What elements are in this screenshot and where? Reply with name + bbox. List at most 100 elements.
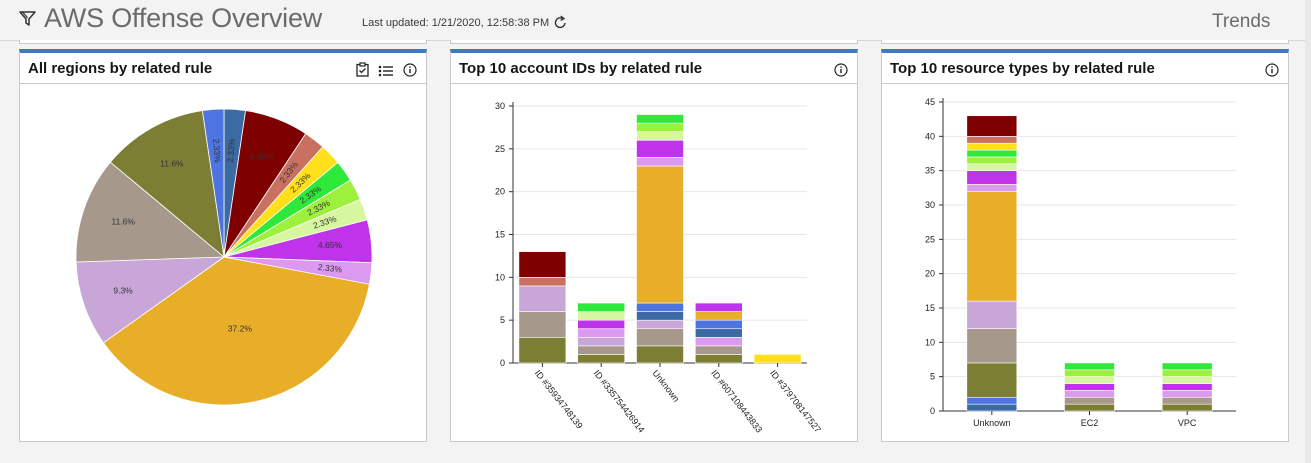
bar-segment[interactable] (636, 328, 684, 347)
pie-slice[interactable] (102, 256, 370, 406)
panel-title: All regions by related rule (28, 60, 213, 77)
bar-segment[interactable] (695, 319, 743, 330)
bar-segment[interactable] (577, 345, 625, 355)
panel-title: Top 10 account IDs by related rule (459, 60, 703, 77)
bar-segment[interactable] (1161, 362, 1213, 371)
bar-segment[interactable] (1064, 362, 1115, 371)
account-ids-panel: Top 10 account IDs by related rule 0 5 10 1… (450, 49, 858, 442)
resource-types-panel: Top 10 resource types by related rule 0 5… (881, 49, 1289, 442)
bar-segment[interactable] (577, 311, 625, 321)
bar-segment[interactable] (518, 337, 567, 364)
info-icon[interactable] (1265, 63, 1279, 82)
bar-segment[interactable] (577, 302, 625, 312)
bar-segment[interactable] (966, 142, 1018, 151)
bar-segment[interactable] (636, 139, 684, 158)
bar-segment[interactable] (1064, 383, 1115, 391)
bar-segment[interactable] (518, 277, 567, 287)
bar-segment[interactable] (966, 163, 1018, 171)
bar-segment[interactable] (1161, 396, 1213, 405)
page-scrollbar[interactable] (1305, 0, 1311, 463)
bar-segment[interactable] (695, 354, 743, 364)
bar-segment[interactable] (518, 311, 567, 338)
pie-slice-label: 4.65% (318, 240, 343, 250)
last-updated-text: Last updated: 1/21/2020, 12:58:38 PM (362, 17, 550, 29)
clipboard-check-icon[interactable] (356, 62, 369, 82)
bar-segment[interactable] (966, 300, 1018, 329)
bar-segment[interactable] (636, 157, 684, 167)
bar-segment[interactable] (966, 115, 1018, 137)
refresh-icon[interactable] (553, 15, 568, 35)
info-icon[interactable] (834, 63, 848, 82)
bar-segment[interactable] (966, 170, 1018, 185)
bar-segment[interactable] (1161, 403, 1213, 412)
y-tick-label: 0 (500, 358, 505, 368)
bar-segment[interactable] (695, 337, 743, 347)
bar-segment[interactable] (636, 114, 684, 124)
filter-icon[interactable] (19, 10, 36, 32)
bar-segment[interactable] (636, 165, 684, 304)
bar-segment[interactable] (518, 251, 567, 278)
bar-segment[interactable] (636, 311, 684, 321)
bar-segment[interactable] (1064, 403, 1115, 412)
bar-segment[interactable] (695, 302, 743, 312)
bar-segment[interactable] (695, 311, 743, 321)
pie-slice-label: 2.33% (211, 138, 223, 163)
bar-segment[interactable] (1064, 369, 1115, 377)
bar-segment[interactable] (518, 285, 567, 312)
bar-segment[interactable] (753, 354, 802, 364)
bar-segment[interactable] (1161, 376, 1213, 384)
bar-segment[interactable] (966, 149, 1018, 158)
bar-segment[interactable] (636, 302, 684, 312)
x-tick-label: ID #379708147527 (768, 368, 823, 435)
bar-segment[interactable] (966, 328, 1018, 364)
bar-segment[interactable] (966, 362, 1018, 398)
pie-slice-label: 37.2% (228, 324, 253, 334)
bar-segment[interactable] (1064, 396, 1115, 405)
panel-header-divider (882, 83, 1288, 84)
pie-slice-label: 11.6% (111, 217, 135, 227)
bar-segment[interactable] (1161, 390, 1213, 398)
bar-segment[interactable] (577, 328, 625, 338)
pie-slice[interactable] (201, 108, 225, 258)
bar-segment[interactable] (577, 319, 625, 330)
bar-segment[interactable] (1161, 369, 1213, 377)
bar-segment[interactable] (636, 122, 684, 133)
pie-slice[interactable] (75, 161, 226, 263)
bar-segment[interactable] (966, 396, 1018, 405)
pie-slice[interactable] (75, 256, 226, 344)
bar-segment[interactable] (636, 345, 684, 364)
y-tick-label: 15 (495, 230, 505, 240)
list-icon[interactable] (378, 64, 394, 82)
resource-types-bar-chart: 0 5 10 15 20 25 30 35 40 45 Unknown EC2 VPC (925, 97, 1236, 428)
pie-slice-label: 6.98% (250, 152, 275, 162)
bar-segment[interactable] (966, 156, 1018, 165)
pie-slice-label: 11.6% (160, 158, 184, 168)
x-tick-label: ID #35934748139 (533, 368, 585, 431)
bar-segment[interactable] (577, 354, 625, 364)
trends-tab[interactable]: Trends (1212, 11, 1271, 32)
bar-segment[interactable] (695, 328, 743, 338)
bar-segment[interactable] (1161, 383, 1213, 391)
bar-segment[interactable] (1064, 376, 1115, 384)
info-icon[interactable] (403, 63, 417, 82)
bar-segment[interactable] (1064, 390, 1115, 398)
bar-segment[interactable] (636, 319, 684, 330)
y-tick-label: 20 (925, 269, 935, 279)
y-tick-label: 35 (925, 166, 935, 176)
panel-header-divider (451, 83, 857, 84)
previous-panel-edge (19, 40, 427, 44)
regions-pie-chart: 2.33% 6.98%2.33%2.33%2.33%2.33%2.33%4.65%… (75, 108, 373, 406)
bar-segment[interactable] (577, 337, 625, 347)
bar-segment[interactable] (966, 403, 1018, 412)
bar-segment[interactable] (966, 184, 1018, 192)
pie-slice-label: 2.33% (225, 138, 237, 163)
x-tick-label: EC2 (1081, 418, 1099, 428)
x-tick-label: ID #607108443833 (709, 368, 764, 435)
pie-slice-label: 9.3% (113, 285, 133, 295)
pie-slice[interactable] (109, 110, 225, 258)
bar-segment[interactable] (636, 131, 684, 141)
bar-segment[interactable] (966, 136, 1018, 144)
bar-segment[interactable] (695, 345, 743, 355)
bar-segment[interactable] (966, 190, 1018, 302)
pie-slice-label: 2.33% (317, 262, 343, 275)
